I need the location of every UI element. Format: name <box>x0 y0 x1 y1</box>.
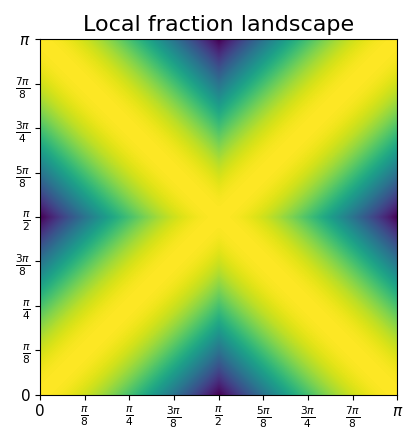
Title: Local fraction landscape: Local fraction landscape <box>83 15 354 35</box>
